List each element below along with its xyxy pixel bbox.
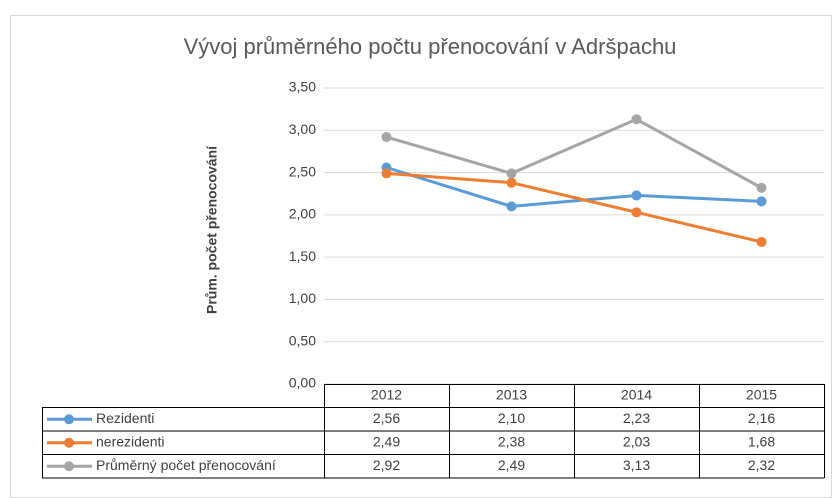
point [756,182,767,193]
y-axis-label: Prům. počet přenocování [204,145,220,314]
x-tick-label: 2012 [371,386,402,402]
y-tick-label: 1,00 [289,290,316,306]
table-value: 3,13 [623,457,650,473]
table-value: 2,49 [498,457,525,473]
legend-marker [64,414,74,425]
point [631,114,642,125]
y-tick-label: 1,50 [289,248,316,264]
y-tick-label: 2,50 [289,163,316,179]
table-value: 2,03 [623,433,650,449]
point [381,168,392,179]
table-value: 2,92 [373,457,400,473]
series-line [386,171,762,244]
x-tick-label: 2013 [496,386,527,402]
point [381,132,392,143]
legend-label: nerezidenti [96,433,165,449]
chart-title: Vývoj průměrného počtu přenocování v Adr… [184,34,677,59]
table-value: 2,23 [623,410,650,426]
table-value: 2,38 [498,433,525,449]
y-tick-label: 0,50 [289,332,316,348]
table-value: 2,49 [373,433,400,449]
series-line [386,117,763,190]
table-value: 2,10 [498,410,525,426]
point [631,190,642,201]
x-tick-label: 2015 [746,386,777,402]
y-tick-label: 3,50 [289,79,316,95]
legend-marker [64,437,74,448]
y-tick-label: 0,00 [289,375,316,391]
point [756,236,767,247]
table-value: 2,16 [748,410,775,426]
table-value: 2,56 [373,410,400,426]
x-tick-label: 2014 [621,386,652,402]
legend-label: Průměrný počet přenocování [96,457,276,473]
series-line [386,166,762,208]
point [506,168,517,179]
point [756,196,767,207]
legend-label: Rezidenti [96,410,154,426]
chart-frame [10,15,832,498]
y-tick-label: 3,00 [289,121,316,137]
point [506,177,517,188]
legend-marker [64,461,74,472]
table-value: 1,68 [748,433,775,449]
table-value: 2,32 [748,457,775,473]
point [506,201,517,212]
point [631,207,642,218]
y-tick-label: 2,00 [289,206,316,222]
